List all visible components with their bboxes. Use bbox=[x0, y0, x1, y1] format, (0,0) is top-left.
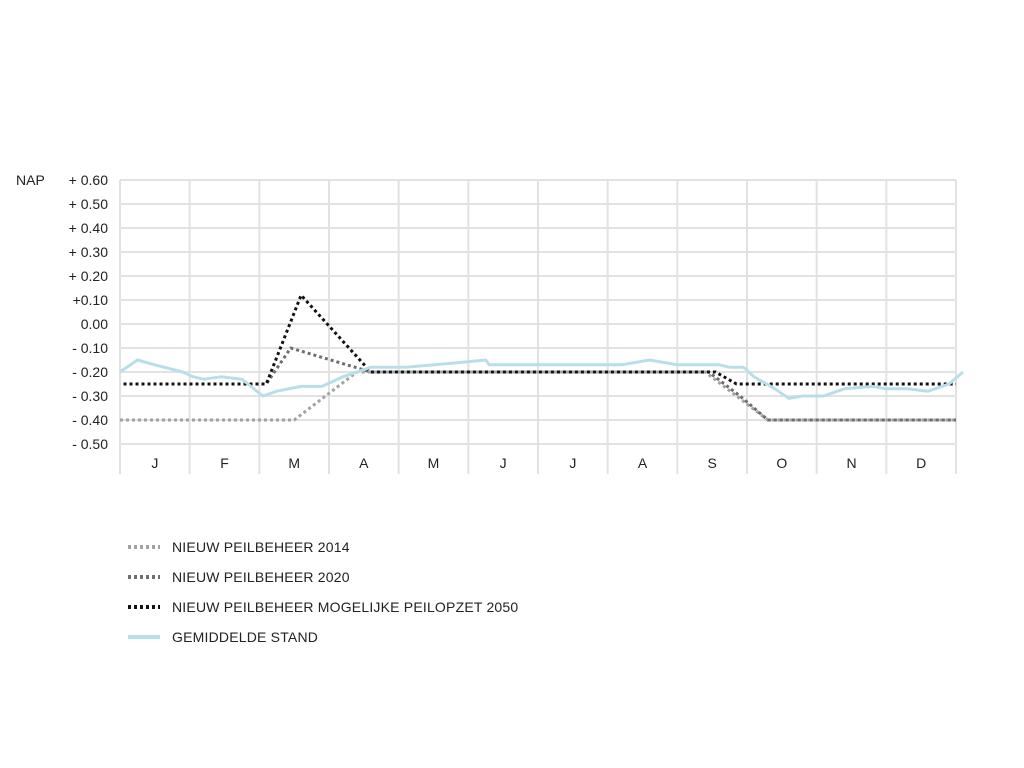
legend-swatch bbox=[128, 545, 160, 549]
legend-swatch bbox=[128, 575, 160, 579]
legend-swatch bbox=[128, 635, 160, 639]
x-tick-label: M bbox=[428, 455, 440, 471]
series-line bbox=[120, 370, 956, 422]
x-tick-label: F bbox=[220, 455, 229, 471]
gridlines bbox=[119, 179, 957, 474]
y-tick-label: - 0.30 bbox=[72, 388, 108, 404]
x-tick-label: J bbox=[500, 455, 507, 471]
series-line bbox=[119, 358, 964, 400]
legend-swatch bbox=[128, 605, 160, 609]
legend-label: GEMIDDELDE STAND bbox=[172, 629, 319, 645]
y-axis-label: NAP bbox=[16, 172, 45, 188]
legend-label: NIEUW PEILBEHEER 2014 bbox=[172, 539, 350, 555]
y-tick-label: +0.10 bbox=[73, 292, 109, 308]
legend-item: NIEUW PEILBEHEER 2014 bbox=[128, 532, 518, 562]
legend: NIEUW PEILBEHEER 2014 NIEUW PEILBEHEER 20… bbox=[128, 532, 518, 652]
x-tick-label: D bbox=[916, 455, 926, 471]
y-tick-label: - 0.50 bbox=[72, 436, 108, 452]
legend-item: GEMIDDELDE STAND bbox=[128, 622, 518, 652]
legend-label: NIEUW PEILBEHEER 2020 bbox=[172, 569, 350, 585]
y-tick-label: - 0.10 bbox=[72, 340, 108, 356]
legend-item: NIEUW PEILBEHEER MOGELIJKE PEILOPZET 205… bbox=[128, 592, 518, 622]
legend-item: NIEUW PEILBEHEER 2020 bbox=[128, 562, 518, 592]
y-tick-label: + 0.30 bbox=[69, 244, 109, 260]
y-tick-label: - 0.20 bbox=[72, 364, 108, 380]
x-tick-label: A bbox=[359, 455, 369, 471]
y-tick-label: + 0.60 bbox=[69, 172, 109, 188]
legend-label: NIEUW PEILBEHEER MOGELIJKE PEILOPZET 205… bbox=[172, 599, 519, 615]
x-tick-label: J bbox=[151, 455, 158, 471]
x-tick-label: O bbox=[776, 455, 787, 471]
x-tick-label: M bbox=[288, 455, 300, 471]
y-tick-label: 0.00 bbox=[81, 316, 108, 332]
y-axis-ticks: + 0.60 + 0.50 + 0.40 + 0.30 + 0.20 +0.10 0.00 -… bbox=[69, 172, 109, 452]
x-tick-label: N bbox=[846, 455, 856, 471]
x-tick-label: S bbox=[707, 455, 716, 471]
y-tick-label: + 0.50 bbox=[69, 196, 109, 212]
x-tick-label: A bbox=[638, 455, 648, 471]
x-tick-label: J bbox=[569, 455, 576, 471]
y-tick-label: + 0.40 bbox=[69, 220, 109, 236]
series-line bbox=[123, 293, 956, 386]
y-tick-label: + 0.20 bbox=[69, 268, 109, 284]
y-tick-label: - 0.40 bbox=[72, 412, 108, 428]
series-lines bbox=[119, 293, 964, 422]
